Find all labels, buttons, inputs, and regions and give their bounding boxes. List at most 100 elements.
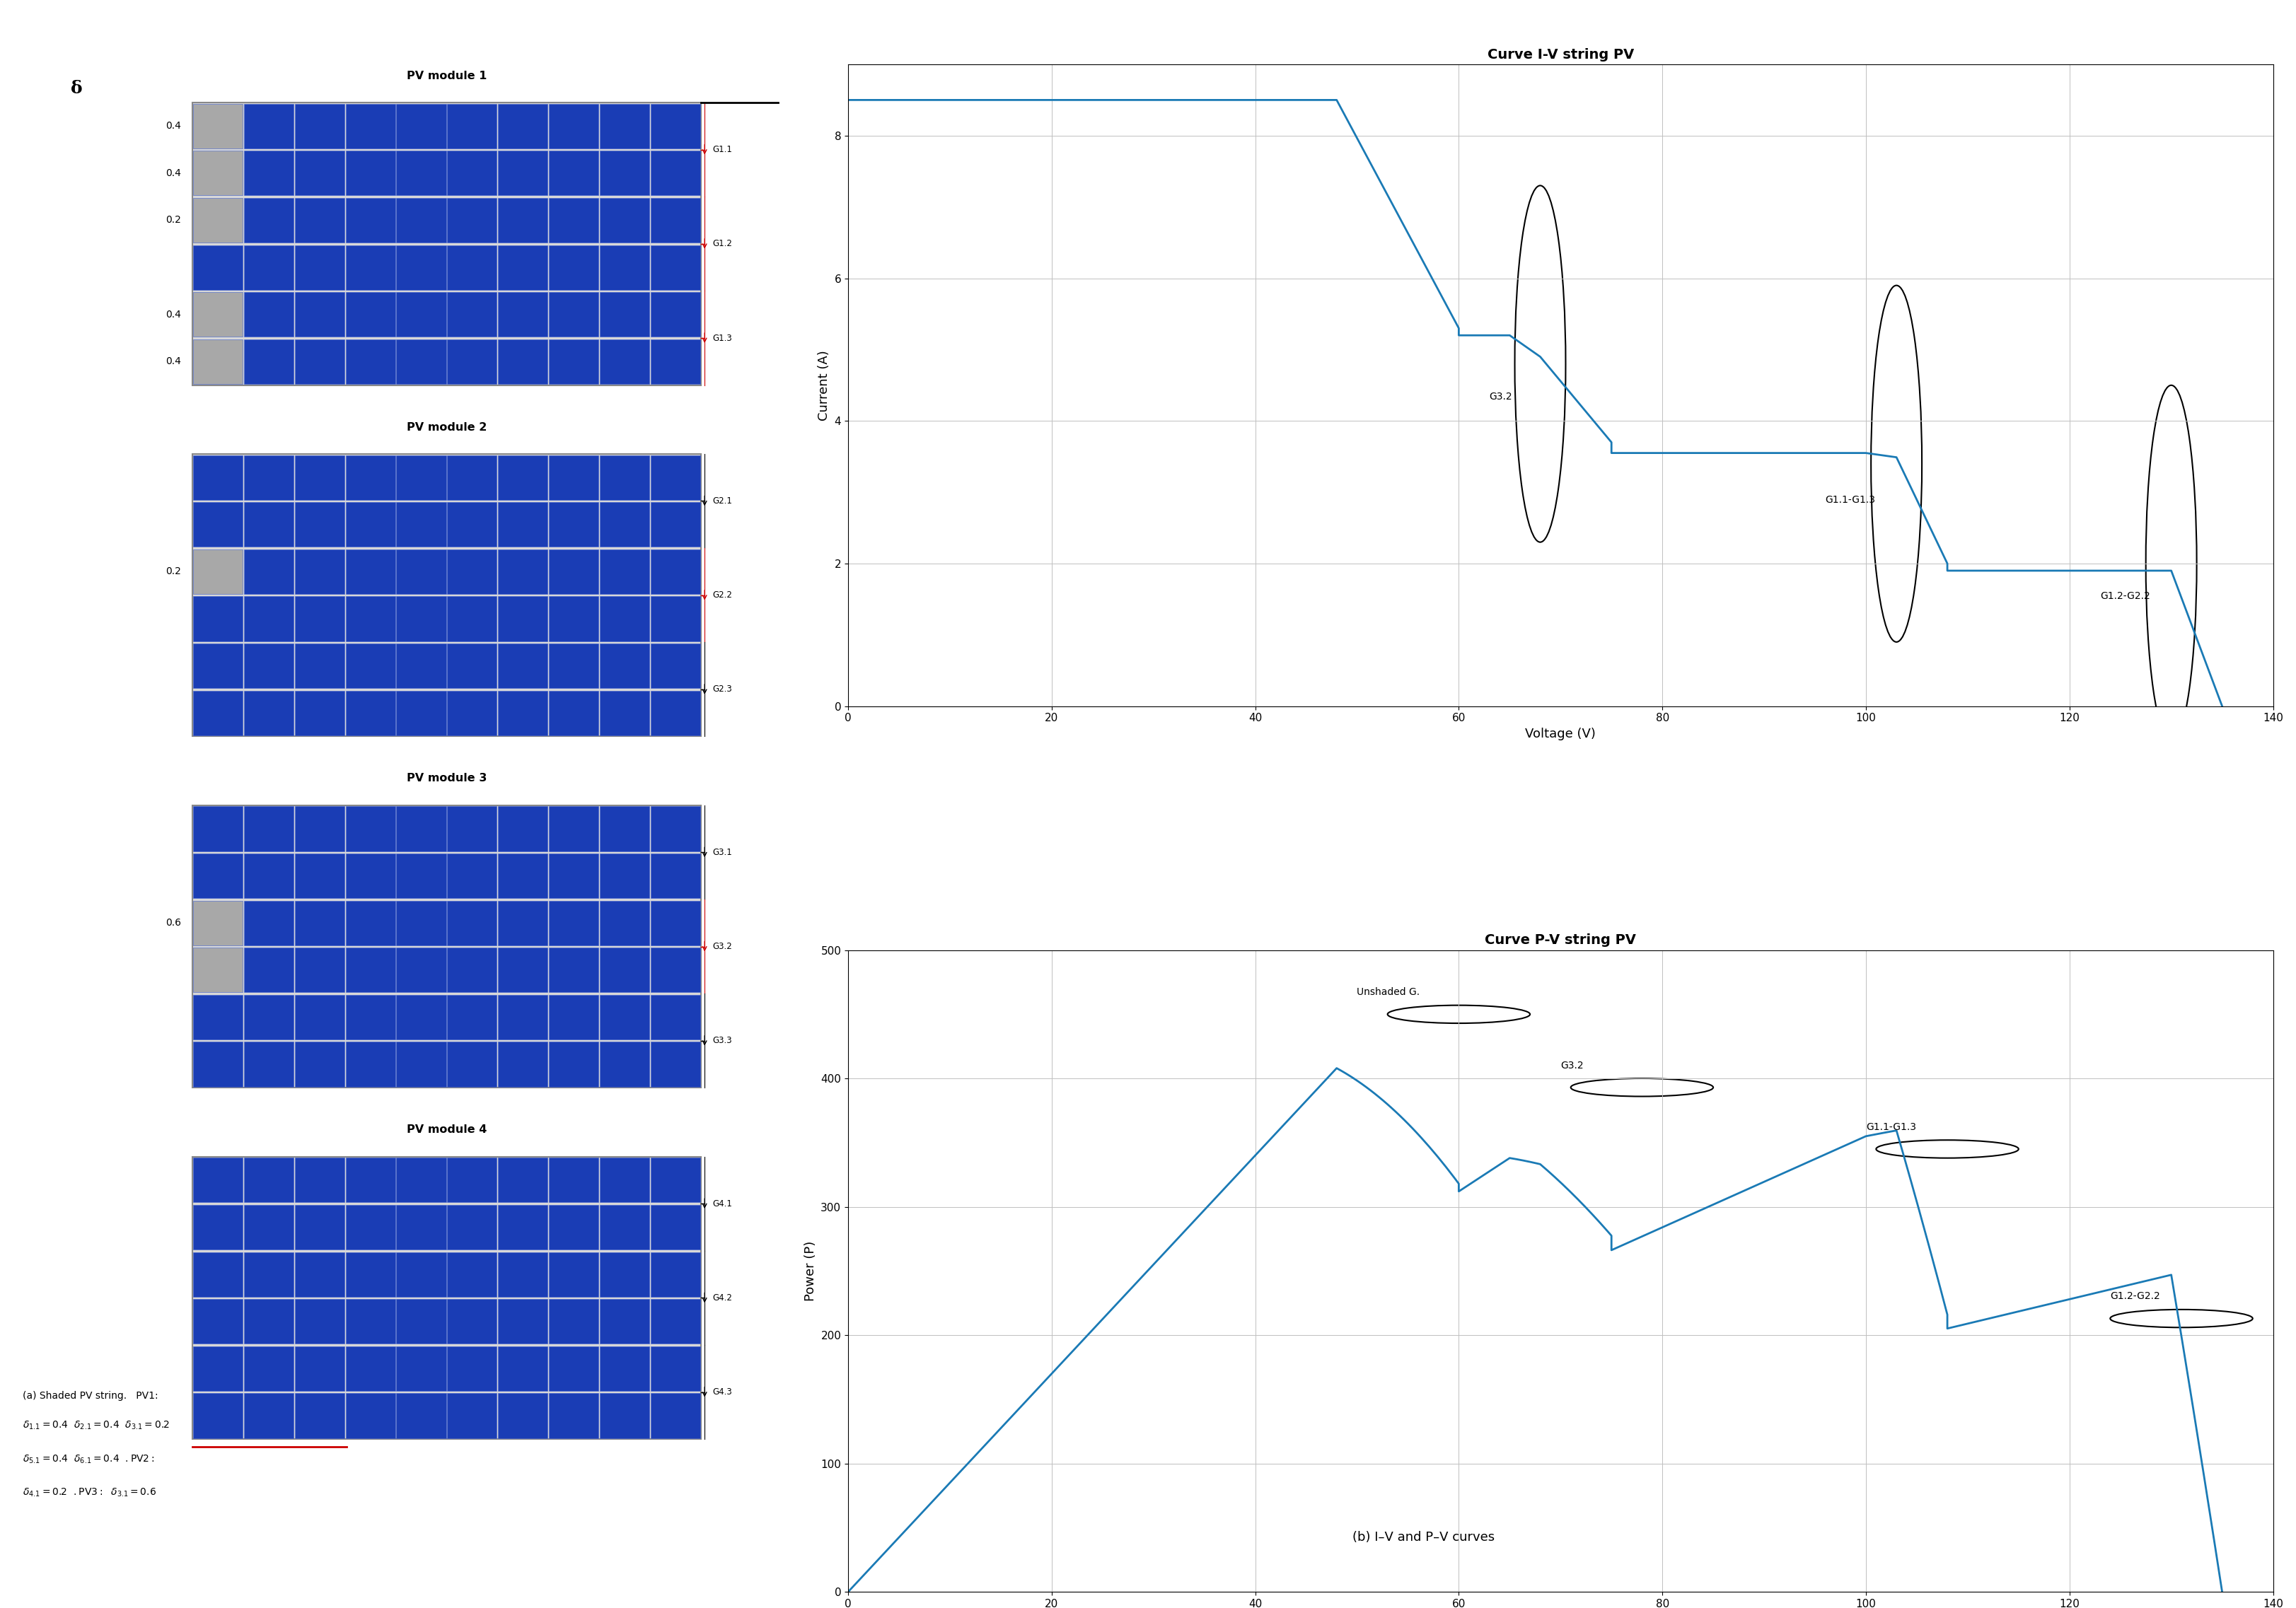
Text: (a) Shaded PV string.   PV1:: (a) Shaded PV string. PV1: [23, 1391, 158, 1401]
Text: PV module 3: PV module 3 [406, 773, 487, 783]
Bar [294, 502, 344, 547]
Bar [448, 151, 496, 196]
Bar [193, 1299, 243, 1344]
Bar [294, 339, 344, 384]
Text: G3.1: G3.1 [712, 847, 732, 857]
Bar [599, 339, 650, 384]
Bar [243, 597, 294, 642]
Bar [448, 1393, 496, 1438]
Bar [448, 1299, 496, 1344]
Bar [448, 947, 496, 992]
Bar [397, 643, 445, 688]
Bar [599, 854, 650, 899]
Y-axis label: Current (A): Current (A) [817, 351, 831, 421]
Bar [193, 807, 243, 851]
Text: G1.3: G1.3 [712, 333, 732, 343]
Bar [344, 1299, 395, 1344]
Bar [243, 455, 294, 500]
Text: G4.1: G4.1 [712, 1200, 732, 1208]
Bar [193, 1042, 243, 1087]
Bar [344, 151, 395, 196]
Bar [397, 947, 445, 992]
Bar [599, 244, 650, 289]
Bar [650, 1346, 700, 1391]
Text: $\delta_{5.1}=0.4\ \ \delta_{6.1}=0.4\ \ \mathrm{.PV2:}$: $\delta_{5.1}=0.4\ \ \delta_{6.1}=0.4\ \… [23, 1454, 154, 1465]
Text: PV module 1: PV module 1 [406, 71, 487, 80]
Bar [599, 105, 650, 148]
Bar [549, 690, 599, 735]
Bar [650, 807, 700, 851]
Bar [243, 1346, 294, 1391]
Bar [549, 597, 599, 642]
Text: 0.4: 0.4 [165, 357, 181, 367]
Bar [498, 244, 549, 289]
Bar [193, 597, 243, 642]
Bar [397, 807, 445, 851]
Bar [243, 1253, 294, 1296]
Bar [498, 900, 549, 946]
Bar [599, 1042, 650, 1087]
Bar [294, 1158, 344, 1203]
Bar [549, 1042, 599, 1087]
X-axis label: Voltage (V): Voltage (V) [1525, 727, 1596, 740]
Bar [344, 198, 395, 243]
Bar [599, 995, 650, 1039]
Bar [498, 455, 549, 500]
Bar [599, 1253, 650, 1296]
Bar [650, 550, 700, 593]
Bar [344, 1346, 395, 1391]
Bar [344, 502, 395, 547]
Text: $\delta_{4.1}=0.2\ \ \mathrm{.PV3:}\ \ \delta_{3.1}=0.6$: $\delta_{4.1}=0.2\ \ \mathrm{.PV3:}\ \ \… [23, 1487, 156, 1499]
Text: G1.1: G1.1 [712, 145, 732, 154]
Bar [498, 1204, 549, 1249]
Bar [650, 597, 700, 642]
Bar [549, 995, 599, 1039]
Bar [498, 690, 549, 735]
Bar [294, 550, 344, 593]
Text: G1.2-G2.2: G1.2-G2.2 [2101, 592, 2149, 601]
Bar [243, 502, 294, 547]
Bar [294, 854, 344, 899]
Bar [599, 293, 650, 336]
Bar [193, 1156, 700, 1439]
Bar [549, 1393, 599, 1438]
Text: G3.3: G3.3 [712, 1036, 732, 1045]
Bar [448, 1204, 496, 1249]
Bar [650, 690, 700, 735]
Text: G4.3: G4.3 [712, 1388, 732, 1397]
Bar [243, 244, 294, 289]
Bar [448, 807, 496, 851]
Bar [294, 1299, 344, 1344]
Bar [650, 293, 700, 336]
Bar [344, 550, 395, 593]
Bar [549, 455, 599, 500]
Bar [650, 339, 700, 384]
Bar [599, 947, 650, 992]
Bar [193, 455, 243, 500]
Bar [650, 854, 700, 899]
Bar [599, 1299, 650, 1344]
Bar [599, 690, 650, 735]
Bar [448, 339, 496, 384]
Bar [243, 1393, 294, 1438]
Bar [549, 854, 599, 899]
Bar [344, 690, 395, 735]
Bar [397, 1299, 445, 1344]
Bar [397, 1042, 445, 1087]
Text: 0.4: 0.4 [165, 169, 181, 178]
Text: G1.1-G1.3: G1.1-G1.3 [1825, 495, 1876, 505]
Bar [599, 198, 650, 243]
Bar [243, 854, 294, 899]
Bar [549, 807, 599, 851]
Bar [549, 947, 599, 992]
Bar [294, 690, 344, 735]
Text: G1.2-G2.2: G1.2-G2.2 [2110, 1291, 2161, 1301]
Bar [599, 455, 650, 500]
Bar [193, 1204, 243, 1249]
Bar [344, 1204, 395, 1249]
Bar [599, 151, 650, 196]
Bar [193, 453, 700, 736]
Bar [498, 339, 549, 384]
Y-axis label: Power (P): Power (P) [804, 1241, 817, 1301]
Bar [448, 900, 496, 946]
